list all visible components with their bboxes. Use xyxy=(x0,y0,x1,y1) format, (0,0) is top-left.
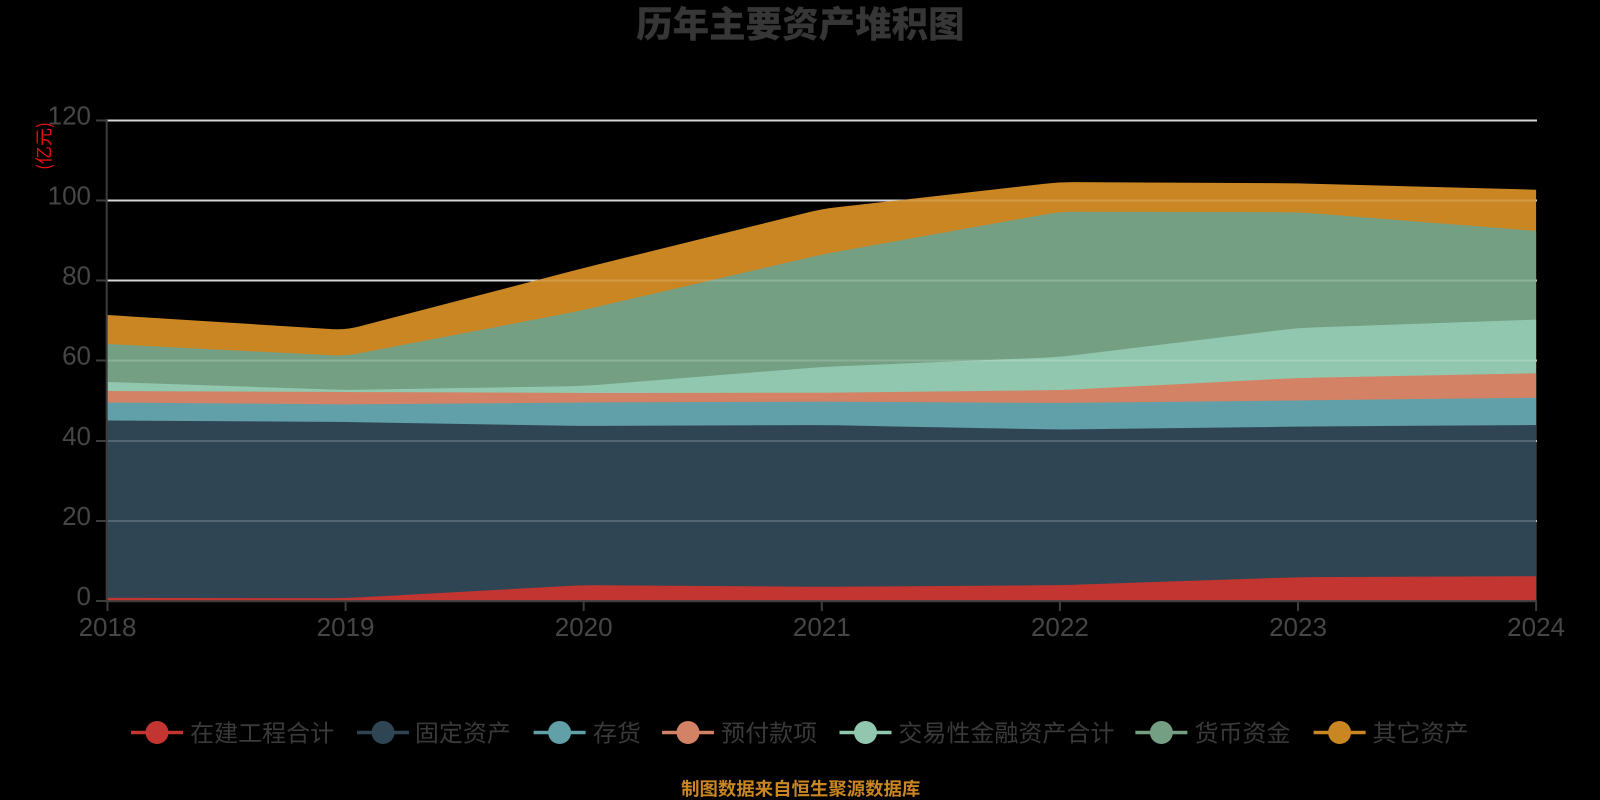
svg-text:2021: 2021 xyxy=(793,612,851,642)
svg-text:2022: 2022 xyxy=(1031,612,1089,642)
svg-text:2020: 2020 xyxy=(555,612,613,642)
svg-text:2023: 2023 xyxy=(1269,612,1327,642)
svg-text:100: 100 xyxy=(48,181,91,211)
svg-text:0: 0 xyxy=(77,581,91,611)
svg-text:120: 120 xyxy=(48,101,91,131)
svg-text:20: 20 xyxy=(62,501,91,531)
svg-text:2019: 2019 xyxy=(317,612,375,642)
svg-text:40: 40 xyxy=(62,421,91,451)
svg-text:2024: 2024 xyxy=(1507,612,1565,642)
svg-text:80: 80 xyxy=(62,261,91,291)
svg-text:60: 60 xyxy=(62,341,91,371)
svg-text:2018: 2018 xyxy=(79,612,137,642)
